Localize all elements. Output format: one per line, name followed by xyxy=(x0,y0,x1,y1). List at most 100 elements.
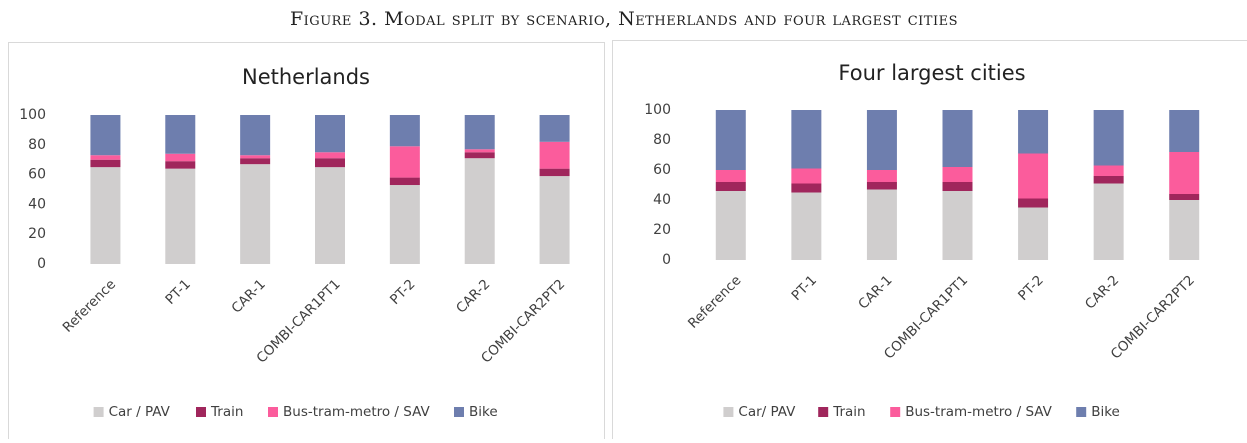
x-tick-label: Reference xyxy=(60,276,119,335)
y-tick-label: 40 xyxy=(28,196,46,212)
x-tick-label: CAR-1 xyxy=(855,272,895,312)
bar-segment xyxy=(465,149,495,152)
bar-segment xyxy=(240,155,270,158)
bar-segment xyxy=(165,154,195,161)
bar-segment xyxy=(867,182,897,190)
bar-segment xyxy=(1018,208,1048,261)
bar-segment xyxy=(791,184,821,193)
bar-segment xyxy=(90,160,120,167)
bar-segment xyxy=(1169,194,1199,200)
bar-segment xyxy=(315,152,345,158)
figure-title: Figure 3. Modal split by scenario, Nethe… xyxy=(290,8,958,30)
bar-segment xyxy=(1094,166,1124,177)
legend-swatch xyxy=(454,407,464,417)
panel-border xyxy=(613,41,1247,440)
bar-segment xyxy=(1169,200,1199,260)
x-tick-label: PT-1 xyxy=(162,276,194,308)
bar-segment xyxy=(716,170,746,182)
bar-segment xyxy=(165,115,195,154)
y-tick-label: 40 xyxy=(653,192,671,208)
bar-segment xyxy=(90,115,120,155)
legend-label: Car / PAV xyxy=(109,404,171,420)
bar-segment xyxy=(315,158,345,167)
bar-segment xyxy=(465,115,495,149)
bar-segment xyxy=(465,158,495,264)
x-tick-label: CAR-1 xyxy=(229,276,269,316)
bar-segment xyxy=(90,167,120,264)
legend-label: Bike xyxy=(1091,404,1120,420)
bar-segment xyxy=(240,115,270,155)
bar-segment xyxy=(465,152,495,158)
x-tick-label: COMBI-CAR2PT2 xyxy=(478,276,568,366)
legend-label: Car/ PAV xyxy=(738,404,796,420)
bar-segment xyxy=(1018,199,1048,208)
x-tick-label: COMBI-CAR1PT1 xyxy=(881,272,971,362)
legend-swatch xyxy=(818,407,828,417)
bar-segment xyxy=(943,191,973,260)
bar-segment xyxy=(390,185,420,264)
legend-label: Train xyxy=(832,404,865,420)
y-tick-label: 100 xyxy=(644,102,671,118)
legend-swatch xyxy=(94,407,104,417)
x-tick-label: COMBI-CAR1PT1 xyxy=(254,276,344,366)
bar-segment xyxy=(1094,110,1124,166)
bar-segment xyxy=(90,155,120,159)
y-tick-label: 60 xyxy=(28,167,46,183)
y-tick-label: 60 xyxy=(653,162,671,178)
chart-title: Netherlands xyxy=(242,65,370,89)
bar-segment xyxy=(1018,154,1048,199)
bar-segment xyxy=(390,115,420,146)
bar-segment xyxy=(716,110,746,170)
bar-segment xyxy=(540,169,570,176)
x-tick-label: COMBI-CAR2PT2 xyxy=(1108,272,1198,362)
y-tick-label: 0 xyxy=(662,252,671,268)
bar-segment xyxy=(867,190,897,261)
bar-segment xyxy=(315,115,345,152)
legend-swatch xyxy=(723,407,733,417)
x-tick-label: PT-1 xyxy=(788,272,820,304)
bar-segment xyxy=(390,146,420,177)
bar-segment xyxy=(791,110,821,169)
legend-swatch xyxy=(196,407,206,417)
bar-segment xyxy=(165,161,195,168)
bar-segment xyxy=(240,158,270,164)
bar-segment xyxy=(867,110,897,170)
x-tick-label: CAR-2 xyxy=(453,276,493,316)
bar-segment xyxy=(716,182,746,191)
legend-label: Train xyxy=(210,404,243,420)
bar-segment xyxy=(540,142,570,169)
bar-segment xyxy=(240,164,270,264)
bar-segment xyxy=(791,193,821,261)
bar-segment xyxy=(791,169,821,184)
y-tick-label: 80 xyxy=(653,132,671,148)
bar-segment xyxy=(1169,152,1199,194)
y-tick-label: 20 xyxy=(28,226,46,242)
bar-segment xyxy=(716,191,746,260)
bar-segment xyxy=(540,176,570,264)
bar-segment xyxy=(867,170,897,182)
bar-segment xyxy=(1169,110,1199,152)
bar-segment xyxy=(943,110,973,167)
legend-swatch xyxy=(890,407,900,417)
bar-segment xyxy=(943,182,973,191)
y-tick-label: 80 xyxy=(28,137,46,153)
x-tick-label: PT-2 xyxy=(1015,272,1047,304)
x-tick-label: Reference xyxy=(685,272,744,331)
bar-segment xyxy=(540,115,570,142)
bar-segment xyxy=(1094,176,1124,184)
y-tick-label: 20 xyxy=(653,222,671,238)
bar-segment xyxy=(1094,184,1124,261)
bar-segment xyxy=(943,167,973,182)
x-tick-label: PT-2 xyxy=(387,276,419,308)
legend-label: Bike xyxy=(469,404,498,420)
bar-segment xyxy=(165,169,195,264)
chart-title: Four largest cities xyxy=(838,61,1025,85)
y-tick-label: 0 xyxy=(37,256,46,272)
bar-segment xyxy=(390,178,420,185)
bar-segment xyxy=(315,167,345,264)
y-tick-label: 100 xyxy=(19,107,46,123)
x-tick-label: CAR-2 xyxy=(1082,272,1122,312)
legend-label: Bus-tram-metro / SAV xyxy=(905,404,1052,420)
